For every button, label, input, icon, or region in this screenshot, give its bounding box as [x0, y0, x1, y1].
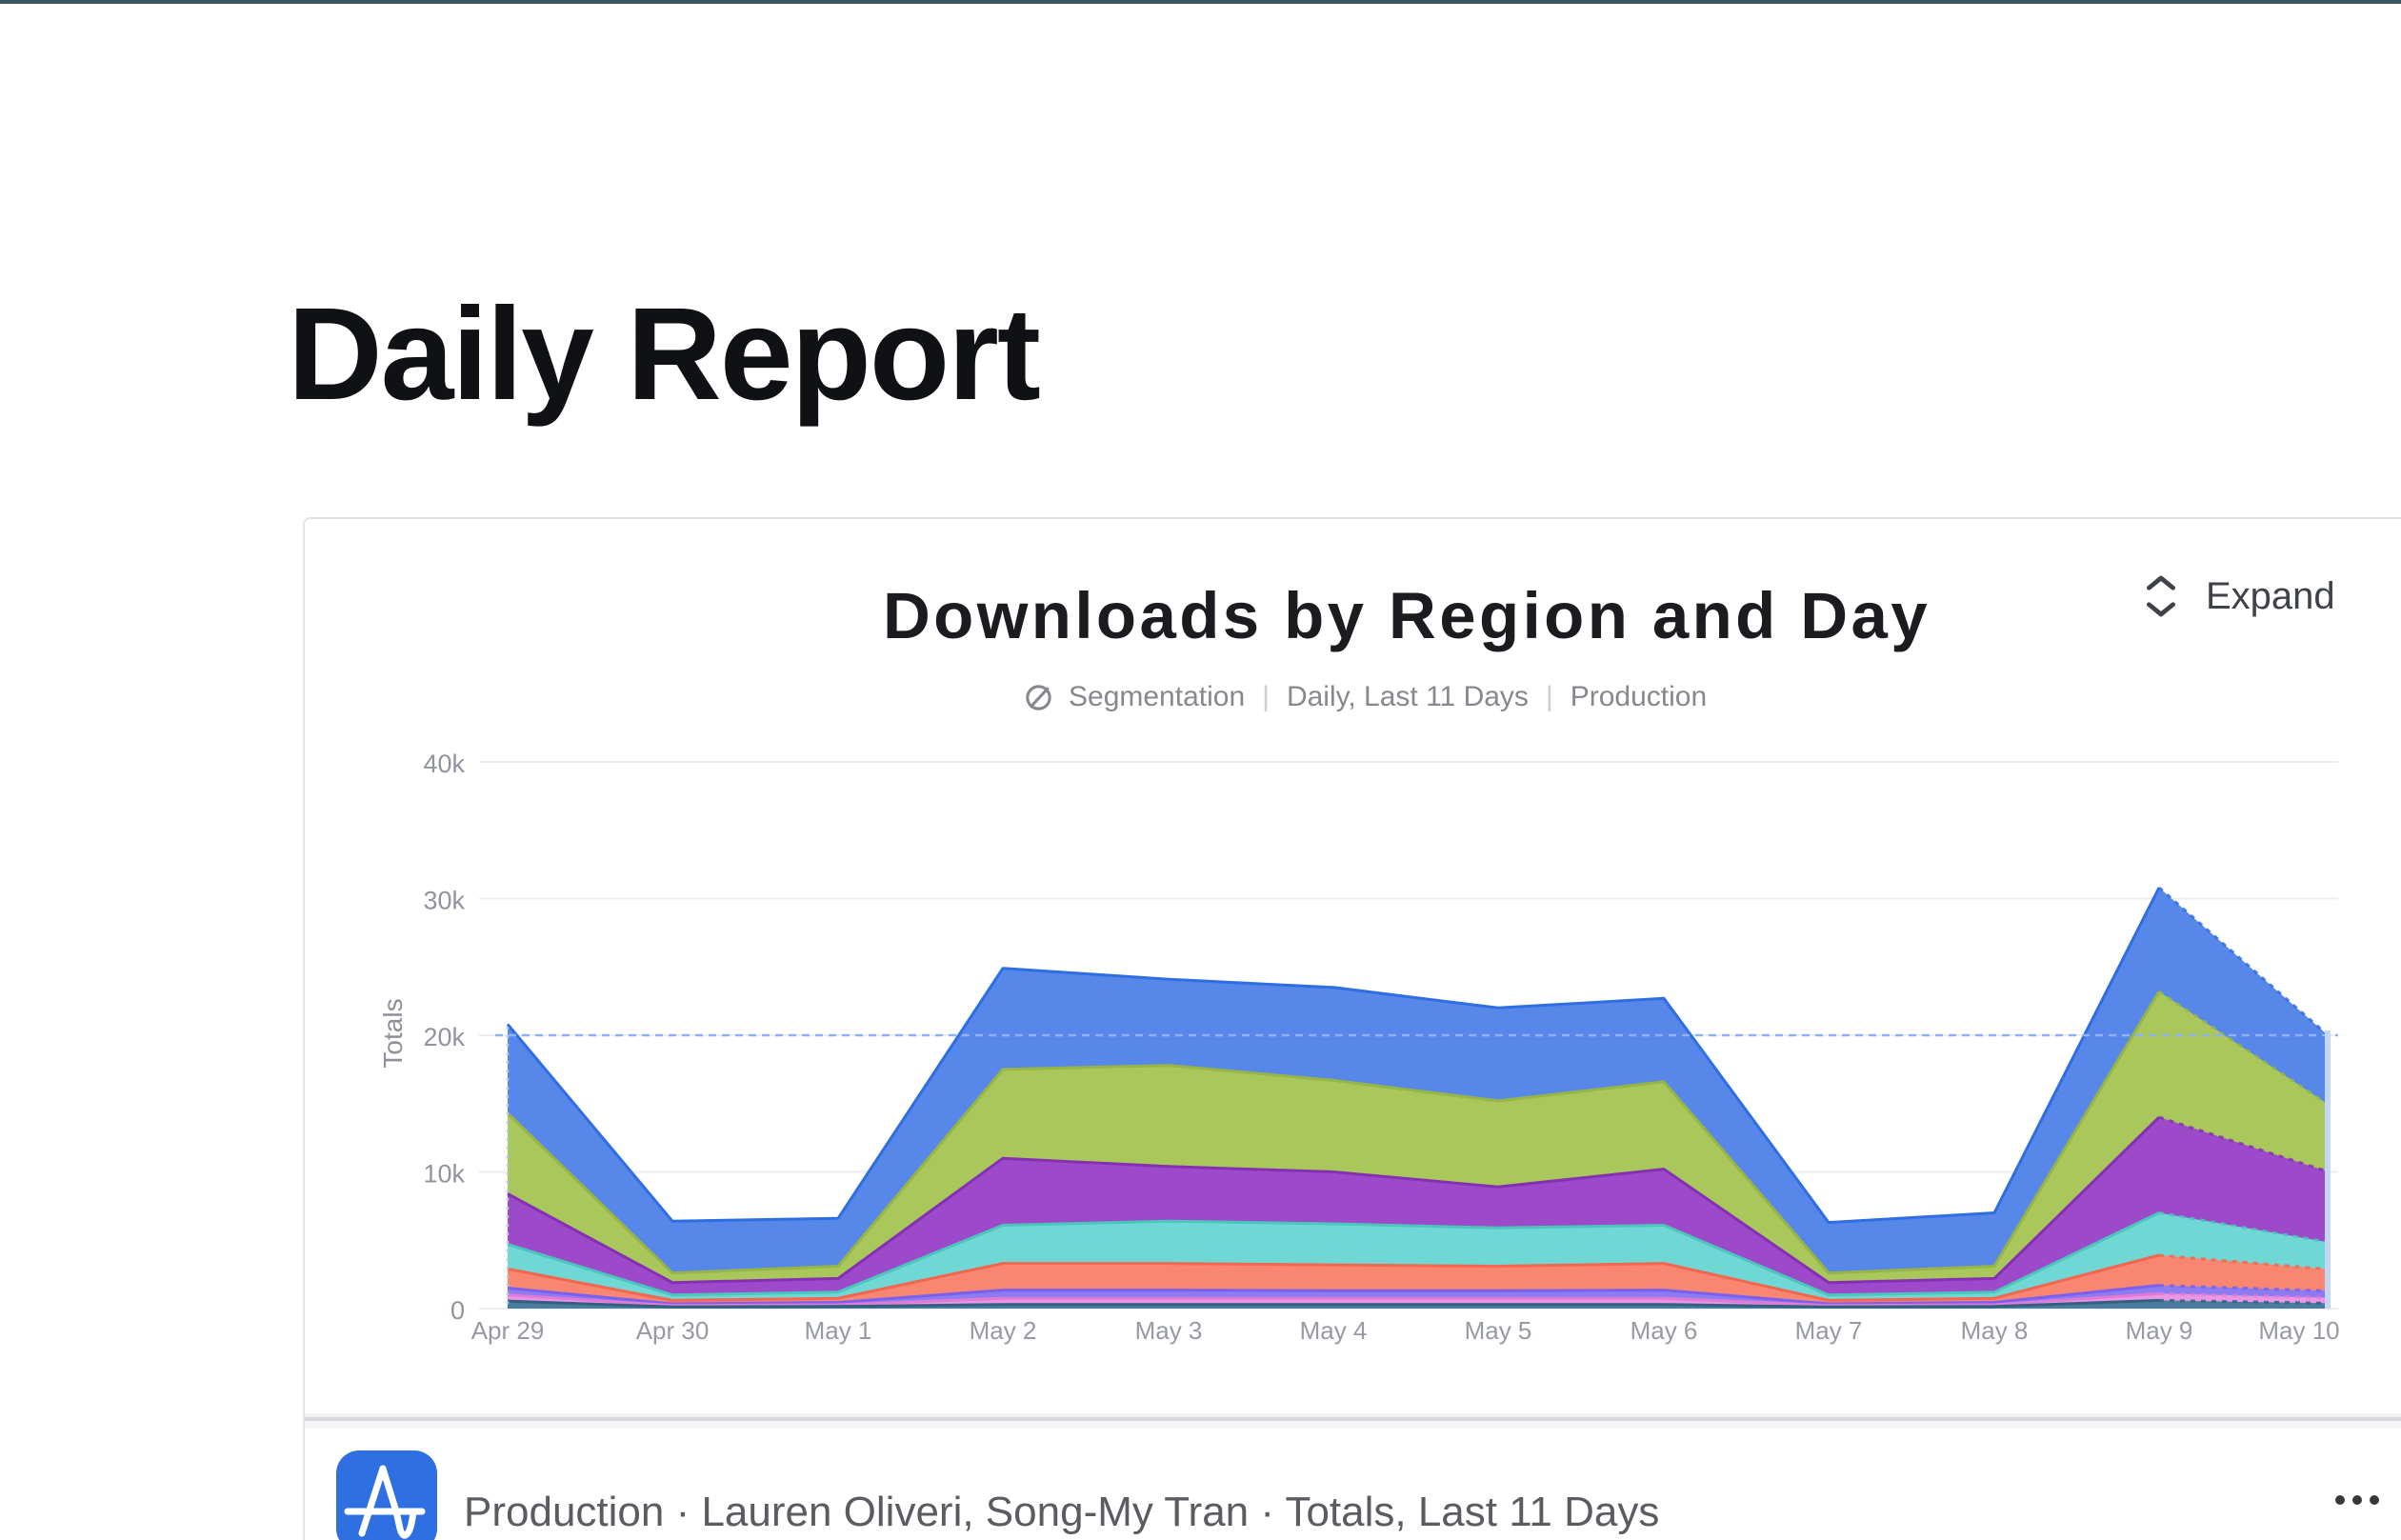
svg-text:May 8: May 8	[1961, 1316, 2029, 1345]
svg-text:Apr 30: Apr 30	[636, 1316, 710, 1345]
svg-text:20k: 20k	[423, 1023, 465, 1051]
svg-text:10k: 10k	[423, 1160, 465, 1189]
svg-text:May 6: May 6	[1631, 1316, 1698, 1345]
svg-text:40k: 40k	[423, 750, 465, 778]
svg-text:May 1: May 1	[805, 1316, 872, 1345]
svg-text:May 10: May 10	[2258, 1316, 2339, 1345]
svg-text:May 5: May 5	[1465, 1316, 1532, 1345]
svg-text:May 2: May 2	[970, 1316, 1037, 1345]
svg-text:May 9: May 9	[2126, 1316, 2193, 1345]
svg-text:Apr 29: Apr 29	[471, 1316, 545, 1345]
svg-text:30k: 30k	[423, 887, 465, 915]
svg-text:May 7: May 7	[1795, 1316, 1863, 1345]
svg-text:May 4: May 4	[1300, 1316, 1368, 1345]
svg-text:0: 0	[450, 1296, 465, 1325]
svg-text:May 3: May 3	[1135, 1316, 1203, 1345]
